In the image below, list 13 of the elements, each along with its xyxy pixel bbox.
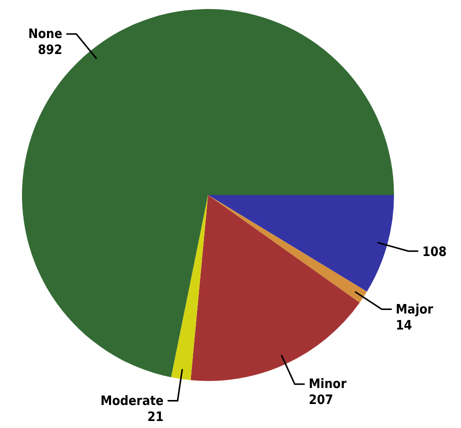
data-label: 21: [147, 410, 164, 425]
data-label: 108: [422, 245, 447, 260]
slice-label: Moderate: [100, 394, 164, 409]
slice-label: None: [28, 26, 62, 42]
data-label: 207: [308, 393, 334, 408]
slice-label: Minor: [308, 377, 347, 392]
pie-slice: [208, 195, 394, 292]
data-label: 14: [396, 318, 412, 334]
slice-label: Major: [396, 302, 434, 318]
pie-slice: [171, 195, 208, 380]
pie-slice: [208, 195, 367, 303]
data-label: 892: [38, 42, 62, 58]
pie-slice: [22, 9, 394, 378]
